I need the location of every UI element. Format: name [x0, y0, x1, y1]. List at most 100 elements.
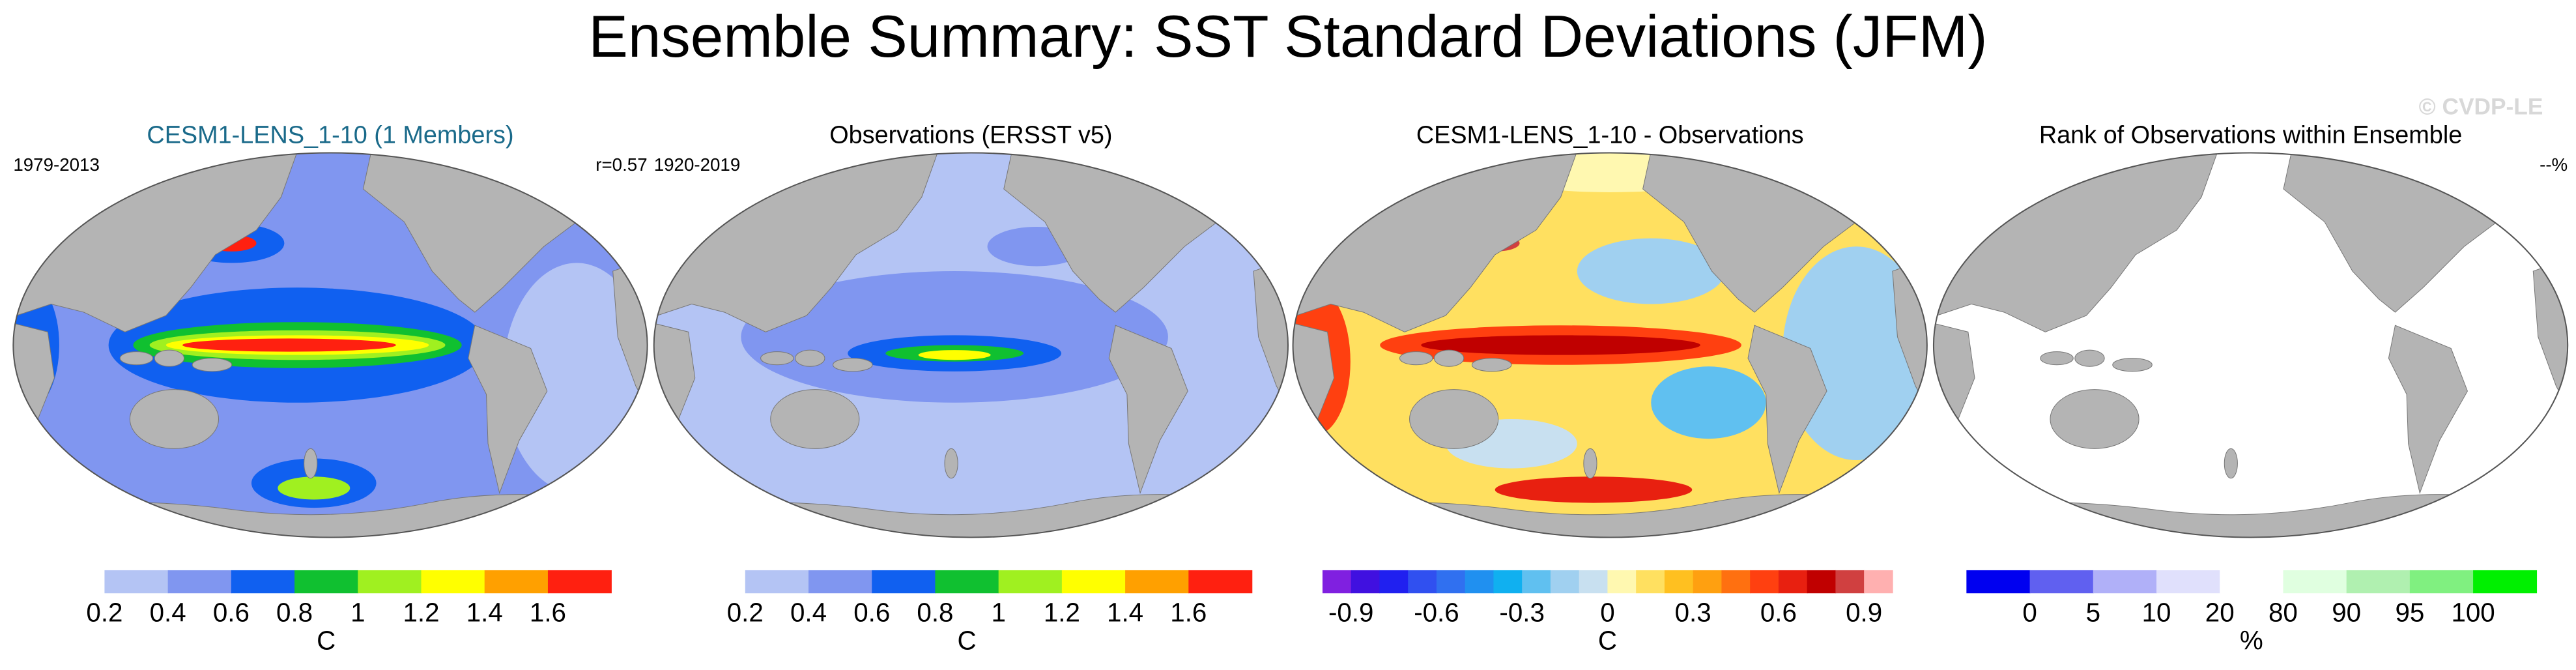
panel-right-label: r=0.57: [595, 154, 647, 175]
map-field: [653, 153, 1289, 538]
colorbar-swatch: [1864, 570, 1893, 594]
colorbar-swatch: [41, 570, 106, 594]
panel-right-label: --%: [2540, 154, 2568, 175]
colorbar-swatch: [2283, 570, 2347, 594]
colorbar-tick-label: 0: [1600, 598, 1614, 628]
colorbar-tick-label: 20: [2205, 598, 2235, 628]
colorbar-swatch: [167, 570, 232, 594]
colorbar-swatch: [1579, 570, 1609, 594]
colorbar-swatch: [1322, 570, 1352, 594]
colorbar-tick-label: -0.9: [1328, 598, 1374, 628]
panel-left-label: 1920-2019: [654, 154, 741, 175]
panel-left-label: 1979-2013: [13, 154, 100, 175]
colorbar-unit: C: [957, 626, 976, 656]
watermark: © CVDP-LE: [2419, 95, 2543, 120]
map-field: [1933, 153, 2568, 538]
field-contour: [1495, 476, 1693, 503]
colorbar-swatch: [2346, 570, 2411, 594]
colorbar-tick-label: 5: [2086, 598, 2100, 628]
colorbar-swatch: [1550, 570, 1580, 594]
colorbar-tick-label: 0.8: [917, 598, 953, 628]
colorbar-tick-label: 0.4: [150, 598, 186, 628]
colorbar-tick-label: 0.8: [276, 598, 313, 628]
colorbar-tick-label: 0.4: [790, 598, 827, 628]
colorbar-swatch: [1835, 570, 1865, 594]
colorbar-swatch: [1807, 570, 1837, 594]
map-outline: [1292, 152, 1928, 538]
colorbar-unit: C: [1598, 626, 1617, 656]
colorbar-swatch: [1636, 570, 1665, 594]
colorbar-swatch: [421, 570, 485, 594]
colorbar-tick-label: 0.3: [1675, 598, 1711, 628]
panel-title: CESM1-LENS_1-10 - Observations: [1416, 121, 1804, 149]
colorbar-swatch: [231, 570, 295, 594]
map-outline: [12, 152, 648, 538]
colorbar-swatch: [1966, 570, 2031, 594]
colorbar-tick-label: 1.4: [1107, 598, 1143, 628]
panel-title: Observations (ERSST v5): [829, 121, 1112, 149]
colorbar-swatch: [104, 570, 169, 594]
map: [1292, 152, 1928, 538]
colorbar-swatch: [1693, 570, 1723, 594]
field-contour: [918, 350, 991, 360]
colorbar-tick-label: 1: [351, 598, 365, 628]
colorbar-tick-label: 0: [2022, 598, 2037, 628]
colorbar-tick-label: 0.2: [86, 598, 122, 628]
colorbar-tick-label: -0.6: [1414, 598, 1459, 628]
colorbar-swatch: [1522, 570, 1551, 594]
colorbar-swatch: [1351, 570, 1381, 594]
colorbar-swatch: [681, 570, 746, 594]
colorbar-swatch: [1061, 570, 1126, 594]
colorbar-swatch: [2029, 570, 2094, 594]
colorbar-unit: %: [2240, 626, 2263, 656]
colorbar-swatch: [1379, 570, 1409, 594]
map: [653, 152, 1289, 538]
field-contour: [1577, 238, 1725, 304]
colorbar-swatch: [1436, 570, 1466, 594]
colorbar-tick-label: 0.2: [727, 598, 764, 628]
map-field: [1293, 153, 1927, 538]
colorbar-swatch: [1188, 570, 1253, 594]
colorbar-swatch: [358, 570, 422, 594]
colorbar-tick-label: 95: [2395, 598, 2424, 628]
colorbar-swatch: [872, 570, 936, 594]
colorbar-tick-label: 100: [2451, 598, 2495, 628]
map-outline: [1932, 152, 2569, 538]
colorbar-swatch: [1465, 570, 1495, 594]
colorbar-swatch: [2220, 570, 2284, 594]
map: [1932, 152, 2569, 538]
colorbar-swatch: [2409, 570, 2474, 594]
colorbar-unit: C: [317, 626, 336, 656]
colorbar-tick-label: 1.6: [1170, 598, 1207, 628]
colorbar-tick-label: 1.6: [530, 598, 566, 628]
colorbar-tick-label: 90: [2332, 598, 2361, 628]
colorbar-swatch: [745, 570, 809, 594]
colorbar-swatch: [484, 570, 549, 594]
colorbar-swatch: [1408, 570, 1437, 594]
colorbar-tick-label: 10: [2142, 598, 2171, 628]
map: [12, 152, 648, 538]
field-contour: [1782, 246, 1927, 461]
field-contour: [1421, 335, 1700, 355]
colorbar-swatch: [809, 570, 872, 594]
colorbar-swatch: [547, 570, 612, 594]
colorbar-swatch: [2473, 570, 2538, 594]
colorbar-tick-label: -0.3: [1499, 598, 1544, 628]
map-outline: [653, 152, 1289, 538]
colorbar-swatch: [1664, 570, 1694, 594]
colorbar-swatch: [1721, 570, 1751, 594]
field-contour: [1651, 366, 1766, 439]
colorbar-swatch: [294, 570, 359, 594]
colorbar-tick-label: 0.6: [1760, 598, 1797, 628]
colorbar-swatch: [2156, 570, 2220, 594]
colorbar-swatch: [935, 570, 999, 594]
field-contour: [278, 476, 351, 500]
colorbar-tick-label: 1.2: [1044, 598, 1080, 628]
colorbar-tick-label: 1.4: [466, 598, 503, 628]
colorbar-swatch: [1493, 570, 1523, 594]
panel-title: Rank of Observations within Ensemble: [2039, 121, 2462, 149]
colorbar-swatch: [1750, 570, 1779, 594]
colorbar-swatch: [1125, 570, 1190, 594]
